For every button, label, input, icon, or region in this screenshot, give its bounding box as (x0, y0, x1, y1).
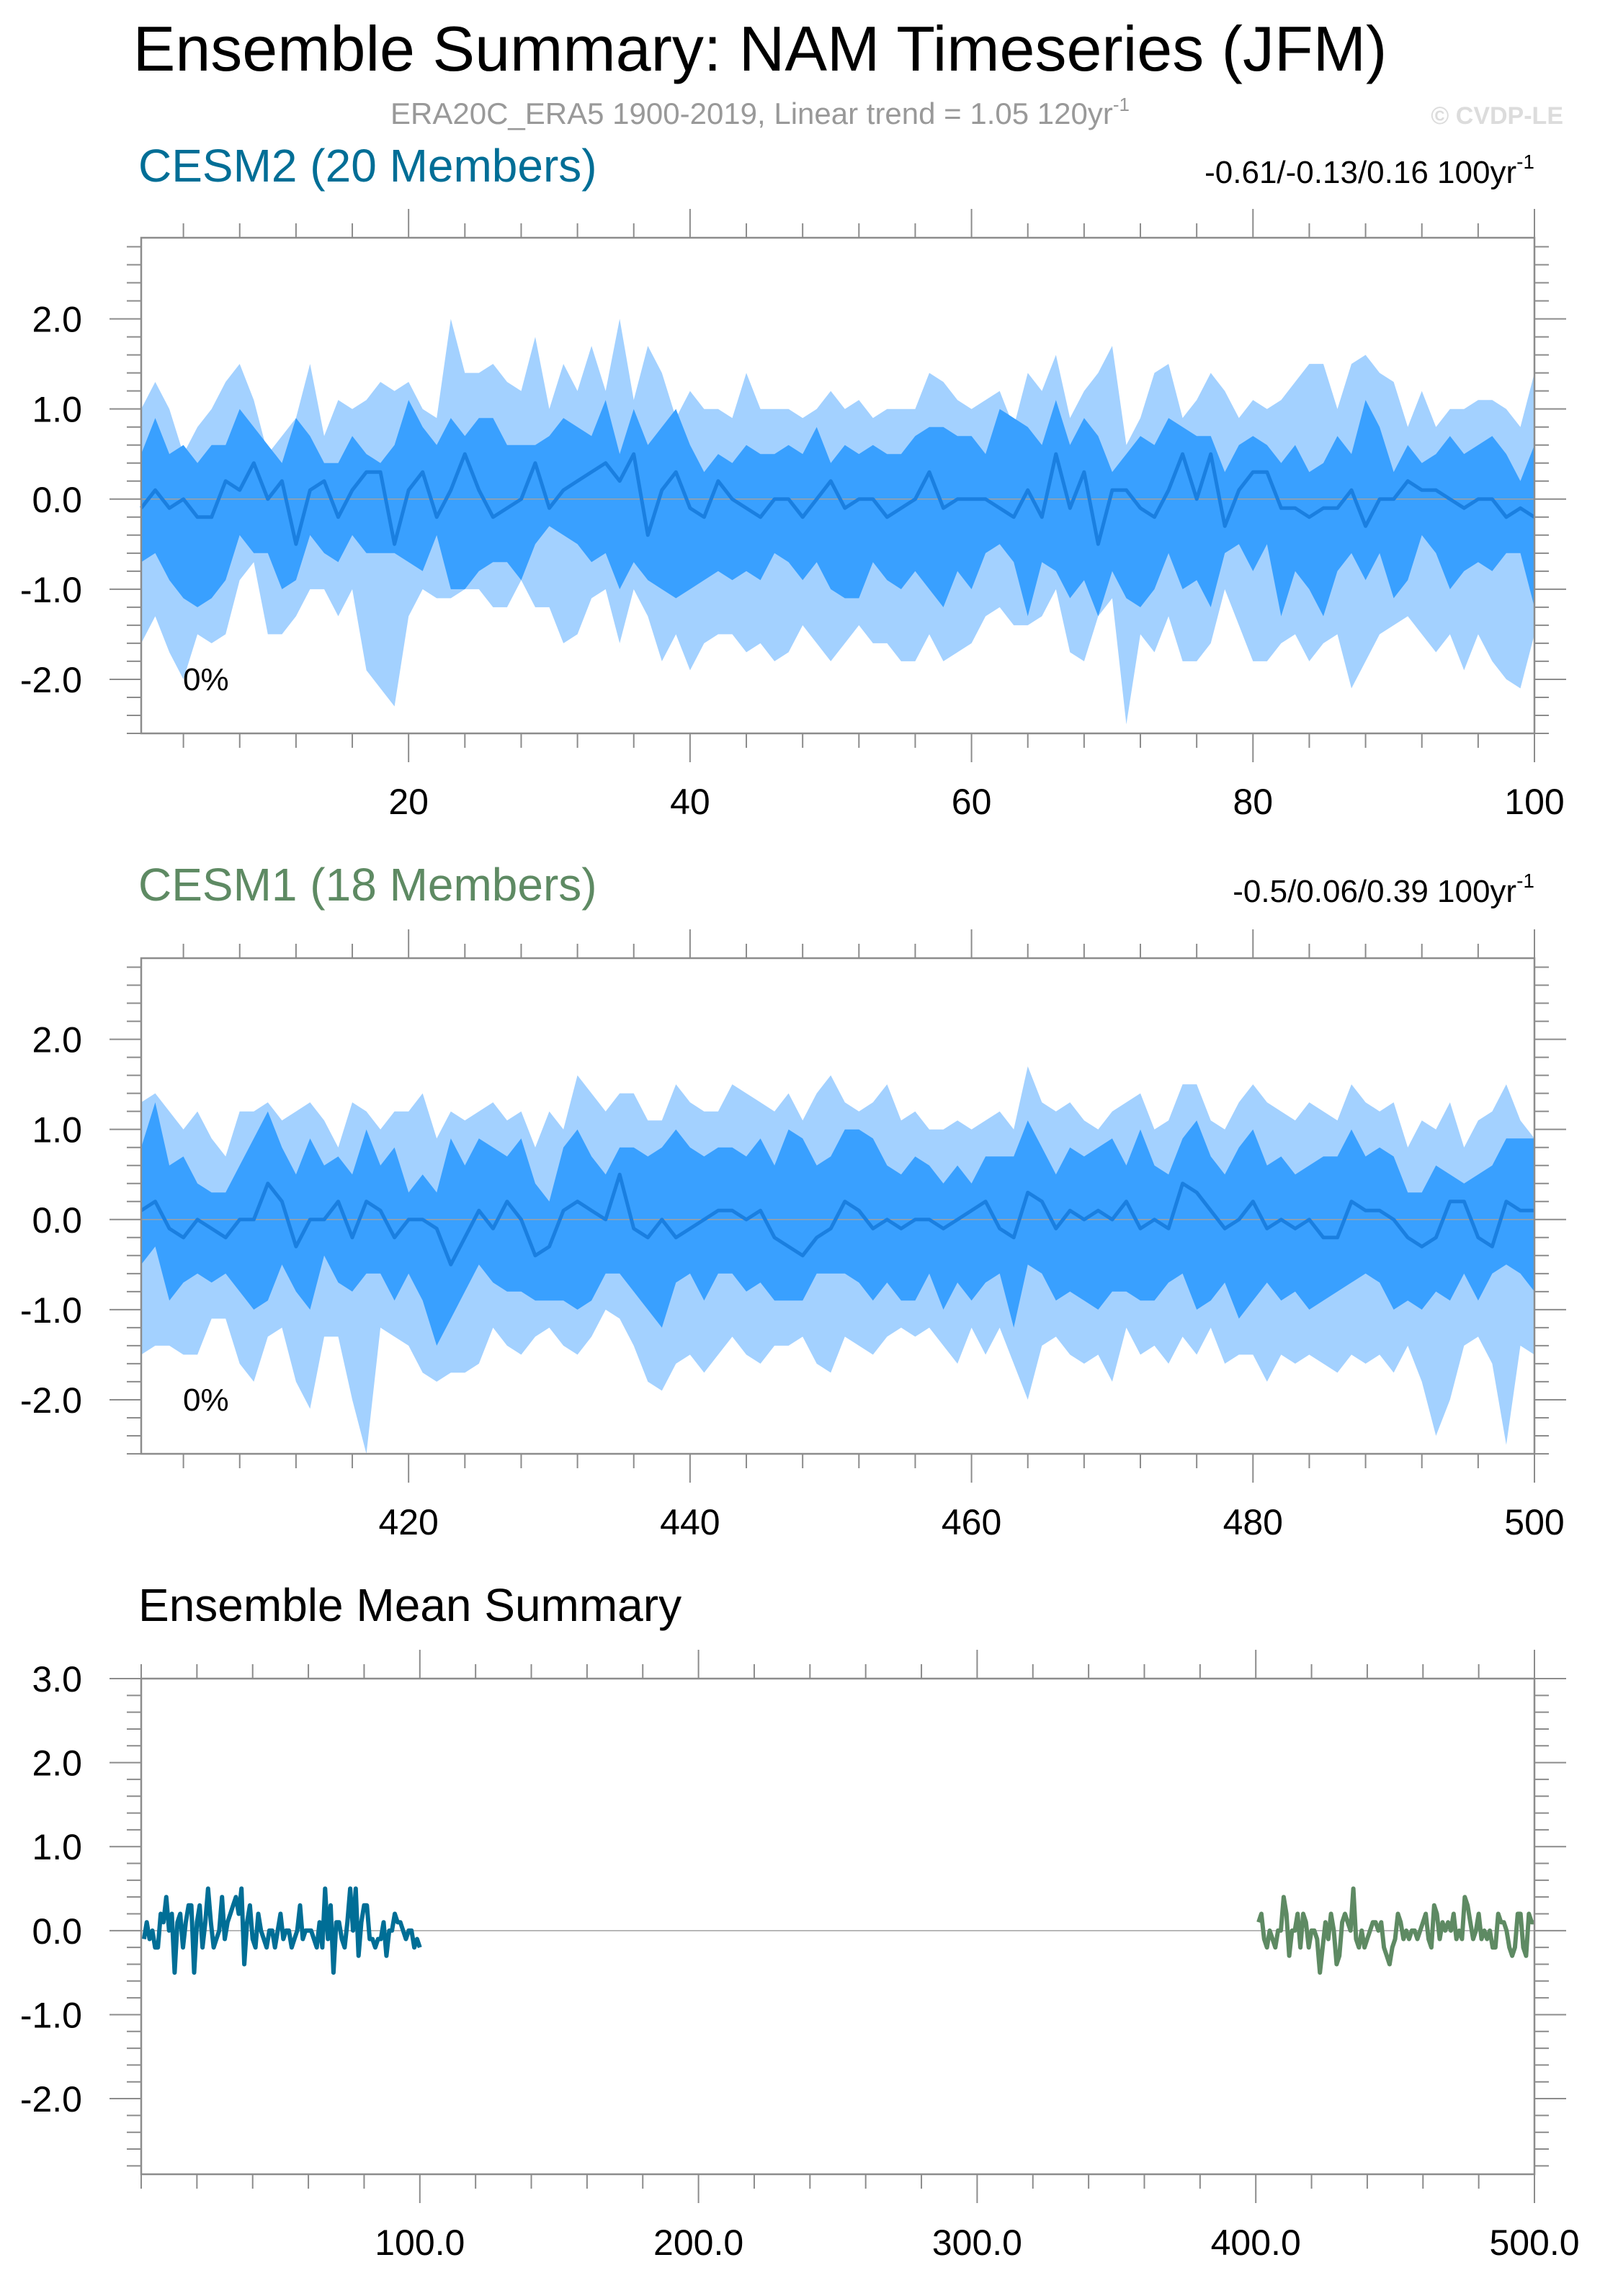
y-tick-label: 3.0 (32, 1659, 82, 1699)
series-line-2 (1256, 1886, 1534, 1975)
subtitle-superscript: -1 (1113, 94, 1130, 115)
panel-title: Ensemble Mean Summary (138, 1579, 681, 1631)
x-tick-label: 440 (660, 1502, 720, 1542)
trend-superscript: -1 (1516, 151, 1534, 173)
watermark: © CVDP-LE (1431, 102, 1563, 130)
x-tick-label: 100.0 (375, 2223, 465, 2263)
x-tick-label: 100 (1504, 782, 1564, 822)
ensemble-mean-line (140, 452, 1536, 546)
y-tick-label: -1.0 (20, 1995, 82, 2035)
plot-frame (140, 957, 1536, 1455)
x-tick-label: 500.0 (1489, 2223, 1579, 2263)
y-tick-label: -1.0 (20, 1290, 82, 1331)
trend-text: -0.61/-0.13/0.16 100yr (1205, 155, 1516, 190)
figure-title: Ensemble Summary: NAM Timeseries (JFM) (133, 13, 1387, 84)
x-tick-label: 460 (942, 1502, 1001, 1542)
series-line-1 (141, 1886, 422, 1975)
x-tick-label: 500 (1504, 1502, 1564, 1542)
plot-frame (140, 1677, 1536, 2176)
x-tick-label: 20 (388, 782, 429, 822)
y-tick-label: -2.0 (20, 1380, 82, 1421)
trend-superscript: -1 (1516, 870, 1534, 892)
x-tick-label: 200.0 (653, 2223, 743, 2263)
inner-spread-band (141, 1102, 1534, 1346)
y-tick-label: 2.0 (32, 300, 82, 340)
x-tick-label: 300.0 (932, 2223, 1022, 2263)
trend-label: -0.5/0.06/0.39 100yr-1 (1233, 870, 1534, 909)
y-tick-label: 0.0 (32, 1200, 82, 1241)
x-tick-label: 400.0 (1211, 2223, 1301, 2263)
trend-label: -0.61/-0.13/0.16 100yr-1 (1205, 151, 1534, 190)
subtitle-text: ERA20C_ERA5 1900-2019, Linear trend = 1.… (390, 97, 1113, 130)
plot-frame (140, 236, 1536, 735)
inner-spread-band (141, 400, 1534, 617)
x-tick-label: 80 (1233, 782, 1273, 822)
percent-label: 0% (183, 662, 229, 697)
y-tick-label: 0.0 (32, 1911, 82, 1952)
y-tick-label: -2.0 (20, 2079, 82, 2119)
x-tick-label: 40 (670, 782, 710, 822)
y-tick-label: 1.0 (32, 1110, 82, 1151)
panel-title: CESM1 (18 Members) (138, 859, 597, 911)
panel-3: Ensemble Mean Summary 3.0 2.0 1.0 0.0 -1.0 -2.… (20, 1579, 1580, 2263)
figure-subtitle: ERA20C_ERA5 1900-2019, Linear trend = 1.… (390, 94, 1130, 130)
percent-label: 0% (183, 1382, 229, 1418)
y-tick-label: 1.0 (32, 390, 82, 430)
y-tick-label: 0.0 (32, 480, 82, 520)
panel-1: CESM2 (20 Members) -0.61/-0.13/0.16 100yr… (20, 140, 1566, 822)
panel-2: CESM1 (18 Members) -0.5/0.06/0.39 100yr-1… (20, 859, 1566, 1542)
ensemble-mean-line (140, 1172, 1534, 1267)
x-tick-label: 480 (1223, 1502, 1283, 1542)
y-tick-label: -1.0 (20, 570, 82, 610)
x-tick-label: 60 (952, 782, 992, 822)
y-tick-label: 1.0 (32, 1827, 82, 1867)
y-tick-label: 2.0 (32, 1020, 82, 1060)
y-tick-label: 2.0 (32, 1743, 82, 1784)
y-tick-label: -2.0 (20, 660, 82, 700)
x-tick-label: 420 (378, 1502, 438, 1542)
trend-text: -0.5/0.06/0.39 100yr (1233, 874, 1516, 909)
panel-title: CESM2 (20 Members) (138, 140, 597, 192)
